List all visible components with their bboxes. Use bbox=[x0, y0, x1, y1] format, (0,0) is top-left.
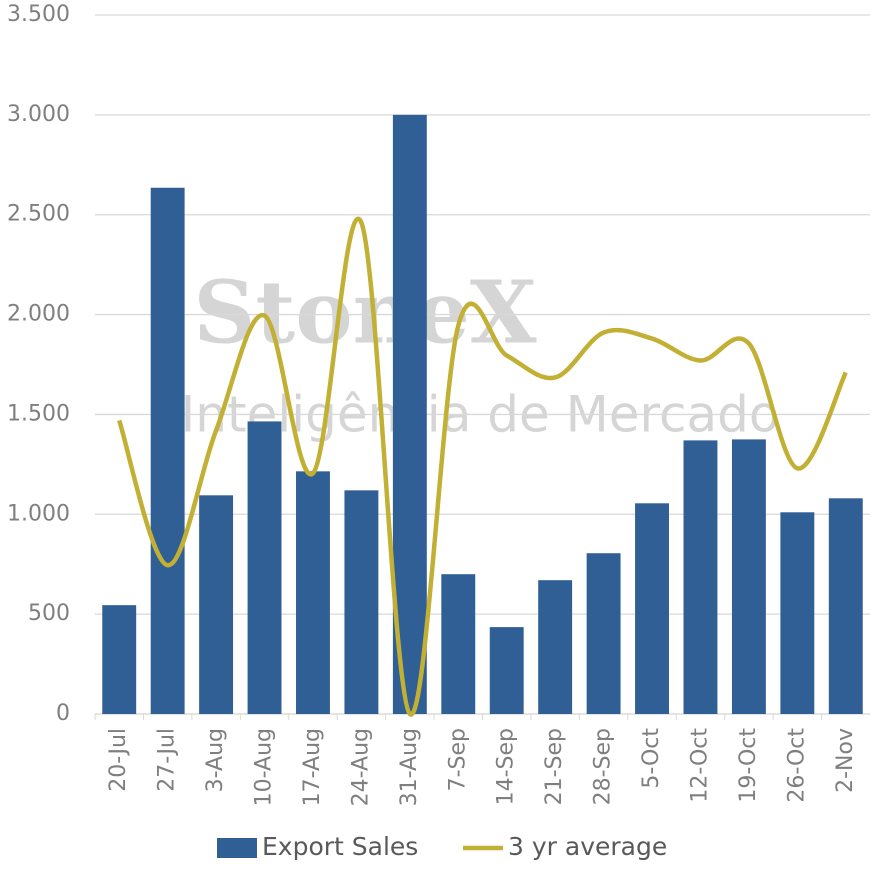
bar bbox=[102, 605, 137, 714]
x-tick-label: 20-Jul bbox=[106, 728, 131, 792]
bar bbox=[344, 490, 379, 714]
x-tick-label: 26-Oct bbox=[784, 728, 809, 803]
bar bbox=[828, 498, 863, 714]
bar bbox=[392, 114, 427, 715]
x-tick-label: 7-Sep bbox=[445, 728, 470, 791]
y-tick-label: 2.500 bbox=[7, 202, 70, 227]
bar bbox=[296, 471, 330, 714]
watermark-logo: StoneX bbox=[193, 263, 536, 364]
x-tick-label: 21-Sep bbox=[542, 728, 567, 805]
x-tick-label: 28-Sep bbox=[591, 728, 616, 805]
legend-label: Export Sales bbox=[262, 832, 418, 861]
x-tick-label: 3-Aug bbox=[203, 728, 228, 792]
y-tick-label: 500 bbox=[28, 601, 70, 626]
y-tick-label: 3.500 bbox=[7, 2, 70, 27]
x-tick-label: 17-Aug bbox=[300, 728, 325, 806]
x-tick-label: 24-Aug bbox=[348, 728, 373, 806]
bar bbox=[441, 574, 476, 714]
bar bbox=[199, 495, 234, 714]
y-tick-label: 1.000 bbox=[7, 501, 70, 526]
bar bbox=[247, 421, 282, 714]
plot: 0 500 1.000 1.500 2.000 2.500 3.000 3.500 20-Jul… bbox=[7, 2, 870, 861]
bar bbox=[150, 187, 185, 714]
x-tick-label: 14-Sep bbox=[494, 728, 519, 805]
x-tick-label: 5-Oct bbox=[639, 728, 664, 789]
bar bbox=[586, 553, 621, 714]
x-tick-label: 10-Aug bbox=[252, 728, 277, 806]
bar bbox=[780, 512, 815, 714]
bar bbox=[731, 439, 766, 714]
y-tick-label: 2.000 bbox=[7, 302, 70, 327]
x-tick-label: 2-Nov bbox=[833, 728, 858, 793]
bar bbox=[683, 440, 718, 714]
x-tick-label: 31-Aug bbox=[397, 728, 422, 806]
bar bbox=[489, 627, 524, 714]
x-tick-label: 12-Oct bbox=[687, 728, 712, 803]
bar bbox=[538, 580, 573, 714]
y-tick-label: 0 bbox=[56, 701, 70, 726]
y-tick-label: 3.000 bbox=[7, 102, 70, 127]
legend-swatch bbox=[217, 838, 257, 858]
y-tick-label: 1.500 bbox=[7, 401, 70, 426]
x-tick-label: 19-Oct bbox=[736, 728, 761, 803]
legend-label: 3 yr average bbox=[508, 832, 667, 861]
line bbox=[117, 216, 848, 717]
x-tick-label: 27-Jul bbox=[155, 728, 180, 792]
bar bbox=[635, 503, 669, 714]
